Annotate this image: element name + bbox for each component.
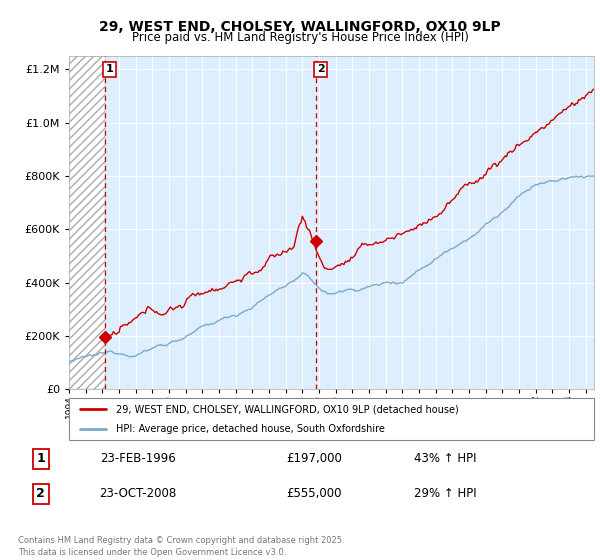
- Text: 23-OCT-2008: 23-OCT-2008: [99, 487, 176, 500]
- Text: 1: 1: [106, 64, 113, 74]
- Text: Contains HM Land Registry data © Crown copyright and database right 2025.
This d: Contains HM Land Registry data © Crown c…: [18, 536, 344, 557]
- Text: 2: 2: [317, 64, 325, 74]
- Bar: [69, 56, 104, 389]
- Text: 2: 2: [37, 487, 45, 500]
- Text: HPI: Average price, detached house, South Oxfordshire: HPI: Average price, detached house, Sout…: [116, 424, 385, 434]
- Text: 1: 1: [37, 452, 45, 465]
- Text: 43% ↑ HPI: 43% ↑ HPI: [414, 452, 477, 465]
- Text: 29% ↑ HPI: 29% ↑ HPI: [414, 487, 477, 500]
- FancyBboxPatch shape: [69, 398, 594, 440]
- Text: 29, WEST END, CHOLSEY, WALLINGFORD, OX10 9LP (detached house): 29, WEST END, CHOLSEY, WALLINGFORD, OX10…: [116, 404, 459, 414]
- Text: 29, WEST END, CHOLSEY, WALLINGFORD, OX10 9LP: 29, WEST END, CHOLSEY, WALLINGFORD, OX10…: [99, 20, 501, 34]
- Text: £197,000: £197,000: [286, 452, 343, 465]
- Text: £555,000: £555,000: [287, 487, 342, 500]
- Text: Price paid vs. HM Land Registry's House Price Index (HPI): Price paid vs. HM Land Registry's House …: [131, 31, 469, 44]
- Text: 23-FEB-1996: 23-FEB-1996: [100, 452, 176, 465]
